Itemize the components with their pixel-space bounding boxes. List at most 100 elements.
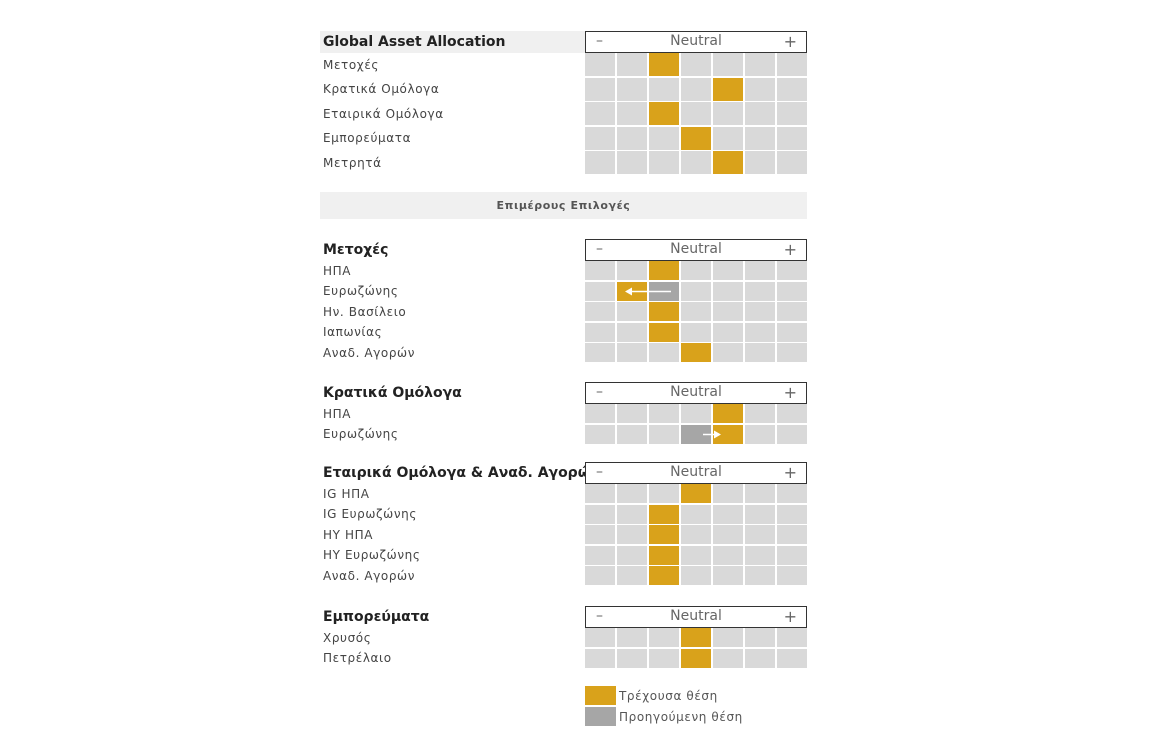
section-title: Μετοχές	[323, 242, 389, 258]
scale-cell	[617, 566, 647, 585]
scale-cell	[681, 302, 711, 321]
row-label: HY ΗΠΑ	[323, 527, 374, 542]
scale-cell	[585, 648, 615, 668]
scale-cell	[585, 566, 615, 585]
scale-cell	[777, 628, 807, 647]
scale-cell	[585, 322, 615, 342]
scale-cell	[713, 102, 743, 125]
current-position-cell	[681, 628, 711, 647]
scale-plus-label: +	[783, 383, 797, 402]
row-label: Ευρωζώνης	[323, 427, 399, 441]
scale-cell	[649, 151, 679, 174]
current-position-cell	[649, 102, 679, 125]
scale-cell	[777, 343, 807, 362]
scale-cell	[745, 648, 775, 668]
scale-cell	[617, 404, 647, 423]
current-position-cell	[649, 504, 679, 524]
scale-cell	[745, 53, 775, 76]
scale-cell	[617, 126, 647, 150]
scale-cell	[585, 404, 615, 423]
scale-cell	[617, 302, 647, 321]
current-position-cell	[713, 77, 743, 101]
row-label: Κρατικά Ομόλογα	[323, 82, 440, 96]
scale-minus-label: –	[596, 608, 603, 624]
current-position-cell	[713, 404, 743, 423]
row-label: ΗΠΑ	[323, 406, 352, 421]
scale-cell	[745, 484, 775, 503]
current-position-cell	[649, 566, 679, 585]
row-label: HY Ευρωζώνης	[323, 548, 421, 562]
scale-cell	[713, 261, 743, 280]
sub-selections-banner: Επιμέρους Επιλογές	[320, 192, 807, 219]
scale-cell	[777, 504, 807, 524]
scale-header: – Neutral +	[585, 239, 807, 261]
scale-cell	[777, 566, 807, 585]
current-position-cell	[681, 484, 711, 503]
scale-cell	[649, 343, 679, 362]
scale-cell	[745, 77, 775, 101]
scale-cell	[713, 484, 743, 503]
scale-cell	[745, 281, 775, 301]
legend-previous-swatch	[585, 707, 616, 726]
scale-cell	[713, 126, 743, 150]
legend-current-swatch	[585, 686, 616, 705]
scale-cell	[617, 424, 647, 444]
scale-cell	[585, 102, 615, 125]
scale-cell	[745, 322, 775, 342]
row-label: Αναδ. Αγορών	[323, 345, 416, 360]
arrow-head	[625, 287, 632, 295]
scale-neutral-label: Neutral	[670, 464, 722, 480]
section-title: Εμπορεύματα	[323, 609, 430, 625]
scale-cell	[681, 545, 711, 565]
row-label: Εμπορεύματα	[323, 131, 412, 145]
row-label: Ευρωζώνης	[323, 284, 399, 298]
row-label: Αναδ. Αγορών	[323, 568, 416, 583]
scale-cell	[649, 126, 679, 150]
scale-cell	[681, 53, 711, 76]
scale-cell	[745, 504, 775, 524]
scale-cell	[617, 322, 647, 342]
scale-cell	[617, 525, 647, 544]
change-arrow-icon	[625, 287, 671, 295]
scale-cell	[713, 322, 743, 342]
scale-cell	[617, 628, 647, 647]
scale-minus-label: –	[596, 33, 603, 49]
scale-cell	[585, 53, 615, 76]
scale-header: – Neutral +	[585, 462, 807, 484]
scale-cell	[713, 53, 743, 76]
scale-plus-label: +	[783, 463, 797, 482]
scale-cell	[681, 404, 711, 423]
current-position-cell	[649, 53, 679, 76]
scale-cell	[745, 424, 775, 444]
current-position-cell	[649, 302, 679, 321]
row-label: Ιαπωνίας	[323, 325, 383, 339]
scale-cell	[681, 504, 711, 524]
scale-cell	[745, 628, 775, 647]
scale-minus-label: –	[596, 464, 603, 480]
scale-cell	[617, 53, 647, 76]
legend-previous-label: Προηγούμενη θέση	[619, 710, 743, 724]
scale-cell	[777, 648, 807, 668]
scale-cell	[745, 525, 775, 544]
scale-plus-label: +	[783, 32, 797, 51]
scale-cell	[681, 281, 711, 301]
scale-cell	[617, 343, 647, 362]
scale-cell	[585, 525, 615, 544]
current-position-cell	[713, 424, 743, 444]
scale-neutral-label: Neutral	[670, 241, 722, 257]
scale-cell	[681, 151, 711, 174]
section-title: Εταιρικά Ομόλογα & Αναδ. Αγορών	[323, 465, 600, 481]
row-label: IG ΗΠΑ	[323, 486, 370, 501]
current-position-cell	[681, 126, 711, 150]
scale-cell	[745, 545, 775, 565]
scale-cell	[777, 102, 807, 125]
arrow-head	[714, 430, 721, 438]
scale-cell	[777, 77, 807, 101]
scale-cell	[585, 628, 615, 647]
scale-cell	[585, 504, 615, 524]
scale-cell	[745, 126, 775, 150]
scale-cell	[681, 261, 711, 280]
scale-cell	[777, 281, 807, 301]
scale-cell	[681, 102, 711, 125]
